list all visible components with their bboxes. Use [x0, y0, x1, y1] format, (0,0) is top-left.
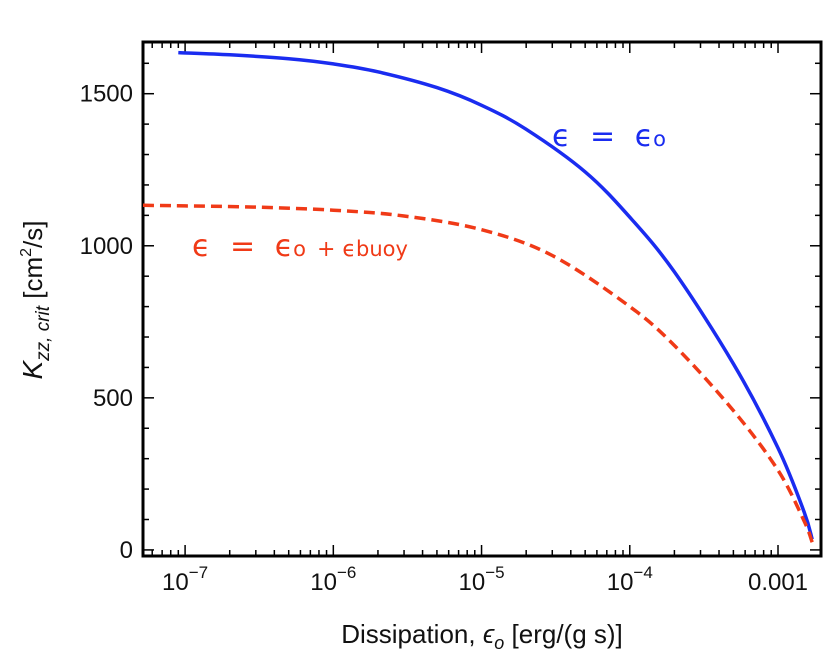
y-tick-label: 1500 [80, 81, 133, 108]
x-tick-labels: 10−7 10−6 10−5 10−4 0.001 [162, 563, 808, 596]
x-tick-label: 10−7 [162, 563, 208, 596]
series-line-eps_o_plus_buoy [142, 203, 814, 543]
x-tick-label: 0.001 [748, 569, 808, 596]
x-tick-label: 10−4 [607, 563, 653, 596]
y-axis-title: Kzz, crit [cm2/s] [17, 220, 54, 379]
series-lines [142, 50, 814, 543]
y-tick-labels: 0 500 1000 1500 [80, 81, 133, 564]
y-tick-label: 500 [93, 385, 133, 412]
y-tick-label: 0 [120, 537, 133, 564]
series-line-eps_o [178, 50, 814, 540]
plot-frame [141, 40, 823, 558]
x-tick-label: 10−5 [459, 563, 505, 596]
y-tick-label: 1000 [80, 233, 133, 260]
x-tick-label: 10−6 [310, 563, 356, 596]
x-axis-title: Dissipation, ϵo [erg/(g s)] [341, 619, 623, 653]
axis-ticks [143, 42, 821, 556]
series-label-eps-total: ϵ = ϵo + ϵbuoy [192, 229, 408, 264]
series-label-eps-o: ϵ = ϵo [552, 119, 666, 154]
